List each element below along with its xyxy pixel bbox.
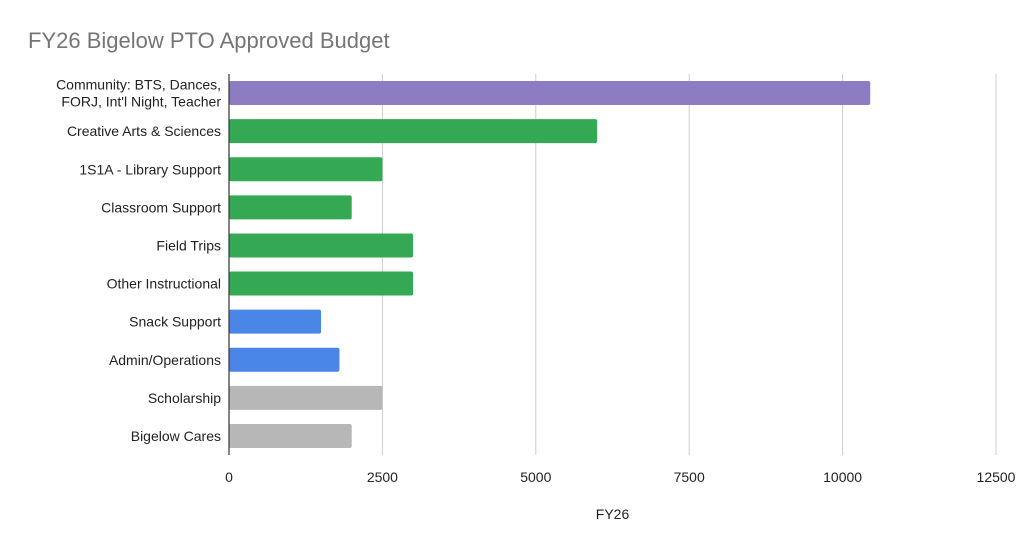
x-axis-title: FY26 bbox=[596, 506, 630, 522]
bars bbox=[229, 81, 871, 448]
category-label: Classroom Support bbox=[101, 199, 221, 215]
x-tick-label: 5000 bbox=[520, 469, 551, 485]
category-label: Scholarship bbox=[148, 390, 221, 406]
chart-title: FY26 Bigelow PTO Approved Budget bbox=[28, 28, 390, 53]
category-label: Bigelow Cares bbox=[131, 428, 221, 444]
category-label: Creative Arts & Sciences bbox=[67, 123, 221, 139]
x-tick-label: 2500 bbox=[367, 469, 398, 485]
x-tick-label: 7500 bbox=[674, 469, 705, 485]
labels: 0 2500 5000 7500 10000 12500 Community: BTS, D… bbox=[56, 77, 1016, 522]
bar bbox=[229, 233, 414, 258]
bar bbox=[229, 309, 322, 334]
bar bbox=[229, 385, 383, 410]
bar bbox=[229, 347, 340, 372]
bar bbox=[229, 81, 871, 106]
x-tick-label: 0 bbox=[225, 469, 233, 485]
bar bbox=[229, 271, 414, 296]
bar bbox=[229, 157, 383, 182]
category-label: Field Trips bbox=[156, 237, 221, 253]
x-tick-label: 12500 bbox=[977, 469, 1016, 485]
category-label: 1S1A - Library Support bbox=[79, 161, 221, 177]
x-tick-label: 10000 bbox=[823, 469, 862, 485]
category-label: Other Instructional bbox=[107, 276, 221, 292]
bar bbox=[229, 195, 352, 220]
bar bbox=[229, 423, 352, 448]
bar bbox=[229, 119, 598, 144]
category-label: Snack Support bbox=[129, 314, 221, 330]
category-label: Admin/Operations bbox=[109, 352, 221, 368]
category-label: Community: BTS, Dances, FORJ, Int'l Night… bbox=[56, 77, 221, 110]
